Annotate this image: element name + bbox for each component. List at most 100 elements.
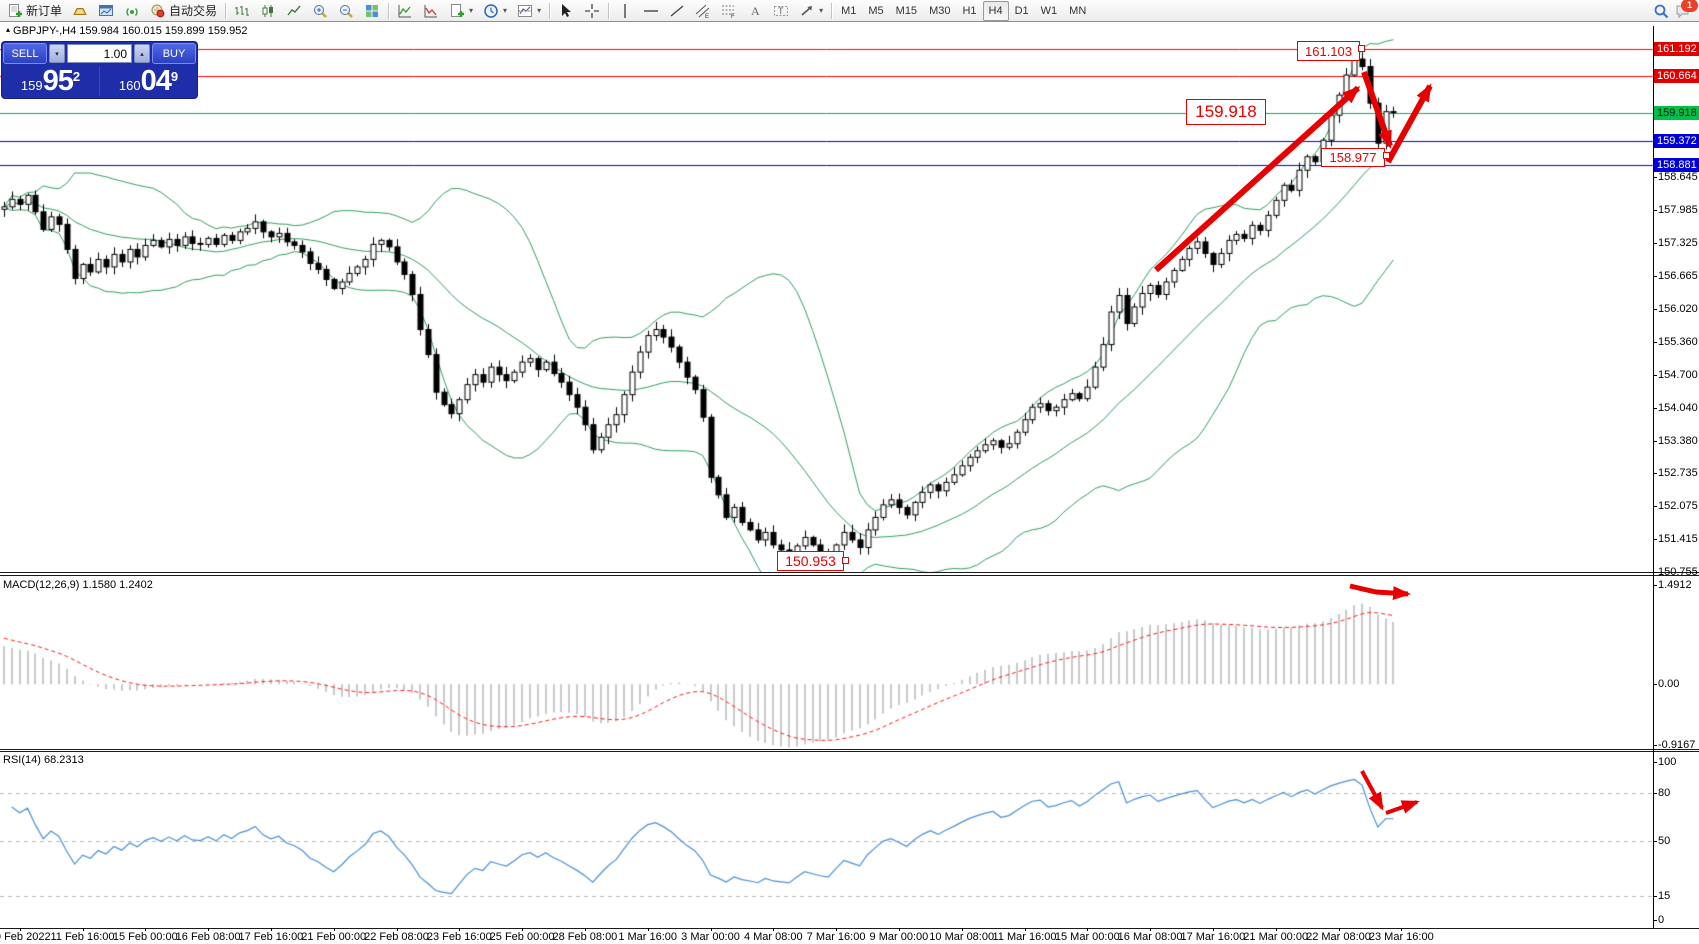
- timeframe-button-d1[interactable]: D1: [1014, 4, 1029, 17]
- period-dropdown[interactable]: ▾: [478, 0, 512, 22]
- timeframe-button-m5[interactable]: M5: [868, 4, 884, 17]
- time-axis-tickmark: [585, 928, 586, 931]
- price-axis-tick: 153.380: [1658, 434, 1698, 447]
- time-axis-label[interactable]: 11 Mar 16:00: [992, 931, 1057, 943]
- time-axis-label[interactable]: 4 Mar 08:00: [743, 931, 803, 943]
- zoom-in-button[interactable]: [307, 0, 333, 22]
- time-axis-label[interactable]: 3 Mar 00:00: [681, 931, 740, 943]
- time-axis-label[interactable]: 21 Mar 00:00: [1243, 931, 1309, 943]
- svg-text:A: A: [751, 4, 760, 18]
- notifications-icon[interactable]: 1: [1675, 0, 1698, 19]
- indicator-window-button[interactable]: [418, 0, 444, 22]
- timeframe-button-m1[interactable]: M1: [841, 4, 857, 17]
- macd-axis-tickmark: [1653, 585, 1657, 586]
- price-axis-tickmark: [1653, 572, 1657, 573]
- timeframe-button-h4[interactable]: H4: [982, 0, 1009, 21]
- annotation-price-label[interactable]: 150.953: [777, 551, 844, 571]
- time-axis-label[interactable]: 15 Mar 00:00: [1054, 931, 1120, 943]
- time-axis-label[interactable]: 11 Feb 16:00: [50, 931, 115, 943]
- panel-separator[interactable]: [0, 575, 1699, 576]
- time-axis-label[interactable]: 16 Feb 08:00: [175, 931, 241, 943]
- time-axis-label[interactable]: 17 Feb 16:00: [238, 931, 304, 943]
- price-axis-line[interactable]: [1653, 26, 1654, 928]
- text-label-tool[interactable]: T: [768, 0, 794, 22]
- toolbar-separator: [831, 2, 833, 19]
- time-axis-label[interactable]: 22 Feb 08:00: [364, 931, 429, 943]
- arrows-tool-dropdown[interactable]: ▾: [794, 0, 828, 22]
- clock-icon: [483, 3, 499, 19]
- trendline-tool[interactable]: [664, 0, 690, 22]
- svg-text:E: E: [705, 14, 709, 19]
- time-axis-tickmark: [1213, 928, 1214, 931]
- vertical-line-tool[interactable]: [612, 0, 638, 22]
- signals-button[interactable]: [119, 0, 145, 22]
- template-dropdown[interactable]: ▾: [512, 0, 546, 22]
- zoom-out-button[interactable]: [333, 0, 359, 22]
- fibonacci-tool[interactable]: F: [716, 0, 742, 22]
- timeframe-button-m15[interactable]: M15: [895, 4, 918, 17]
- time-axis-label[interactable]: 23 Feb 16:00: [426, 931, 492, 943]
- crosshair-tool-button[interactable]: [579, 0, 605, 22]
- time-axis-tickmark: [899, 928, 900, 931]
- channel-tool[interactable]: E: [690, 0, 716, 22]
- bar-chart-mode-button[interactable]: [229, 0, 255, 22]
- time-axis-label[interactable]: 10 Feb 2022: [0, 931, 51, 943]
- annotation-price-label[interactable]: 161.103: [1297, 41, 1360, 61]
- bar-chart-icon: [234, 3, 250, 19]
- crosshair-icon: [584, 3, 600, 19]
- volume-input[interactable]: [67, 44, 132, 63]
- buy-price-small: 160: [118, 78, 141, 93]
- sell-price[interactable]: 159 95 2: [2, 65, 99, 98]
- add-indicator-dropdown[interactable]: ▾: [444, 0, 478, 22]
- new-order-button[interactable]: 新订单: [2, 0, 67, 22]
- panel-separator[interactable]: [0, 572, 1699, 573]
- panel-separator[interactable]: [0, 749, 1699, 750]
- time-axis-label[interactable]: 1 Mar 16:00: [618, 931, 678, 943]
- autotrade-button[interactable]: 自动交易: [145, 0, 222, 22]
- time-axis-tickmark: [145, 928, 146, 931]
- time-axis-label[interactable]: 9 Mar 00:00: [869, 931, 929, 943]
- time-axis-label[interactable]: 28 Feb 08:00: [552, 931, 618, 943]
- timeframe-button-mn[interactable]: MN: [1069, 4, 1087, 17]
- time-axis-label[interactable]: 21 Feb 00:00: [301, 931, 367, 943]
- signal-icon: [124, 3, 140, 19]
- timeframe-button-h1[interactable]: H1: [962, 4, 977, 17]
- price-axis-tickmark: [1653, 276, 1657, 277]
- annotation-price-label[interactable]: 158.977: [1321, 148, 1385, 167]
- buy-button[interactable]: BUY: [152, 43, 196, 64]
- gold-symbol-button[interactable]: [67, 0, 93, 22]
- line-chart-mode-button[interactable]: [281, 0, 307, 22]
- time-axis-label[interactable]: 16 Mar 08:00: [1117, 931, 1183, 943]
- new-chart-button[interactable]: [93, 0, 119, 22]
- price-axis-tick: 152.735: [1658, 467, 1698, 480]
- annotation-price-label[interactable]: 159.918: [1186, 99, 1266, 125]
- indicator-window-icon: [423, 3, 439, 19]
- buy-price[interactable]: 160 04 9: [100, 65, 197, 98]
- panel-separator[interactable]: [0, 751, 1699, 752]
- price-line-badge: 161.192: [1654, 42, 1699, 57]
- new-order-icon: [7, 3, 23, 19]
- horizontal-line-tool[interactable]: [638, 0, 664, 22]
- search-icon[interactable]: [1653, 3, 1669, 19]
- time-axis-label[interactable]: 15 Feb 00:00: [112, 931, 178, 943]
- time-axis-label[interactable]: 23 Mar 16:00: [1368, 931, 1434, 943]
- candlestick-mode-button[interactable]: [255, 0, 281, 22]
- time-axis-label[interactable]: 10 Mar 08:00: [929, 931, 995, 943]
- timeframe-button-m30[interactable]: M30: [929, 4, 951, 17]
- price-line-badge: 158.881: [1654, 158, 1699, 173]
- indicator-list-button[interactable]: [392, 0, 418, 22]
- text-tool[interactable]: A: [742, 0, 768, 22]
- cursor-tool-button[interactable]: [553, 0, 579, 22]
- rsi-axis-tick: 0: [1658, 914, 1665, 927]
- sell-button[interactable]: SELL: [3, 43, 47, 64]
- time-axis-label[interactable]: 25 Feb 00:00: [489, 931, 555, 943]
- time-axis-label[interactable]: 7 Mar 16:00: [806, 931, 866, 943]
- macd-axis-tick: 1.4912: [1658, 578, 1692, 591]
- volume-increase-button[interactable]: ▴: [134, 44, 150, 63]
- volume-decrease-button[interactable]: ▾: [49, 44, 65, 63]
- tile-windows-button[interactable]: [359, 0, 385, 22]
- time-axis-label[interactable]: 22 Mar 08:00: [1306, 931, 1371, 943]
- time-axis-label[interactable]: 17 Mar 16:00: [1180, 931, 1246, 943]
- timeframe-button-w1[interactable]: W1: [1040, 4, 1058, 17]
